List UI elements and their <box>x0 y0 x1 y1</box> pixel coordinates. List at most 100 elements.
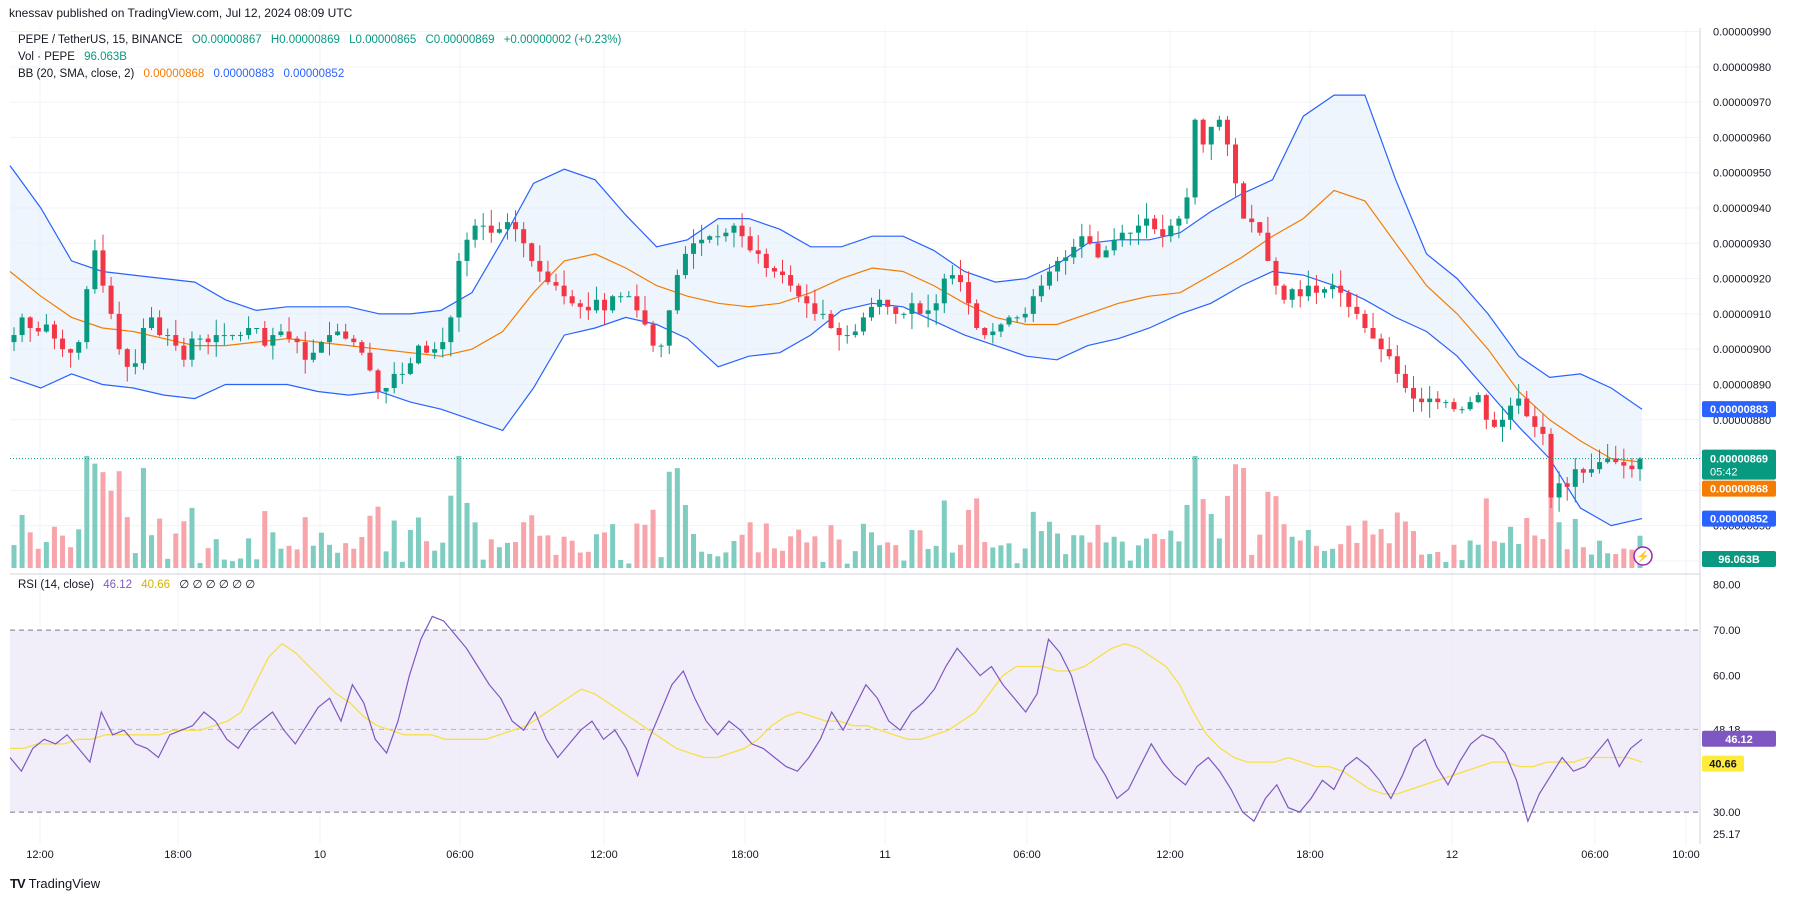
volume-bar <box>1087 542 1093 568</box>
candle-body <box>860 317 866 332</box>
candle-body <box>658 345 664 347</box>
volume-bar <box>270 532 276 568</box>
candle-body <box>496 229 502 233</box>
volume-bar <box>893 545 899 568</box>
rsi-axis-tick: 60.00 <box>1713 671 1741 683</box>
volume-bar <box>885 542 891 568</box>
symbol-legend[interactable]: PEPE / TetherUS, 15, BINANCE O0.00000867… <box>18 34 627 46</box>
candle-body <box>213 335 219 343</box>
time-axis-tick: 06:00 <box>1581 849 1609 861</box>
symbol-title[interactable]: PEPE / TetherUS, 15, BINANCE <box>18 34 183 46</box>
candle-body <box>1281 285 1287 300</box>
candle-body <box>1297 289 1303 297</box>
candle-body <box>343 331 349 339</box>
candle-body <box>262 328 268 346</box>
volume-bar <box>51 526 57 568</box>
candle-body <box>391 373 397 388</box>
candle-body <box>100 250 106 286</box>
volume-bar <box>189 507 195 568</box>
volume-bar <box>294 549 300 568</box>
candle-body <box>1548 433 1554 498</box>
candle-body <box>157 317 163 336</box>
volume-legend[interactable]: Vol · PEPE 96.063B <box>18 51 133 63</box>
volume-bar <box>415 517 421 568</box>
candle-body <box>1629 465 1635 470</box>
candle-body <box>771 268 777 272</box>
volume-bar <box>1556 522 1562 568</box>
volume-bar <box>966 509 972 568</box>
bollinger-band-lines <box>9 94 1643 527</box>
candle-body <box>351 338 357 343</box>
candle-body <box>132 363 138 367</box>
candle-body <box>432 349 438 353</box>
volume-bar <box>1605 553 1611 568</box>
candle-body <box>1451 402 1457 410</box>
time-axis-tick: 18:00 <box>1296 849 1324 861</box>
candle-body <box>1427 398 1433 403</box>
volume-bar <box>1330 548 1336 568</box>
volume-bar <box>925 548 931 568</box>
price-axis-tick: 0.00000910 <box>1713 309 1771 321</box>
price-axis-tick: 0.00000980 <box>1713 62 1771 74</box>
candle-body <box>561 285 567 297</box>
candle-body <box>949 275 955 279</box>
volume-bar <box>780 550 786 568</box>
tradingview-logo[interactable]: TV TradingView <box>10 876 100 891</box>
rsi-legend[interactable]: RSI (14, close) 46.12 40.66 ∅ ∅ ∅ ∅ ∅ ∅ <box>18 577 261 591</box>
candle-body <box>1394 356 1400 374</box>
volume-bar <box>343 543 349 568</box>
candle-body <box>407 363 413 374</box>
volume-bar <box>165 558 171 568</box>
volume-bar <box>1160 539 1166 568</box>
volume-bar <box>909 530 915 568</box>
candle-body <box>108 285 114 314</box>
volume-bar <box>1152 533 1158 568</box>
candle-body <box>844 335 850 337</box>
candle-body <box>19 317 25 336</box>
price-axis[interactable]: 0.00000990 0.00000980 0.00000970 0.00000960… <box>1713 27 1771 842</box>
candle-body <box>990 331 996 336</box>
volume-bar <box>1508 526 1514 568</box>
volume-bar <box>1491 541 1497 568</box>
volume-bar <box>43 542 49 568</box>
candle-body <box>780 271 786 276</box>
candle-body <box>1192 119 1198 198</box>
candle-body <box>593 299 599 311</box>
volume-bar <box>1475 544 1481 568</box>
price-axis-tick: 0.00000950 <box>1713 168 1771 180</box>
bb-legend[interactable]: BB (20, SMA, close, 2) 0.00000868 0.0000… <box>18 68 350 80</box>
volume-bar <box>1127 560 1133 568</box>
last-price-label: 0.00000869 <box>1710 454 1768 466</box>
volume-bar <box>796 529 802 568</box>
volume-bar <box>642 524 648 568</box>
candle-body <box>1322 289 1328 293</box>
volume-bar <box>666 471 672 568</box>
candle-body <box>359 342 365 353</box>
candle-body <box>189 338 195 360</box>
volume-bar <box>375 506 381 568</box>
volume-bar <box>836 539 842 568</box>
candle-body <box>1168 225 1174 237</box>
candle-body <box>998 324 1004 332</box>
volume-bar <box>739 534 745 568</box>
volume-bar <box>1346 525 1352 568</box>
candle-body <box>788 275 794 286</box>
candle-body <box>1613 458 1619 463</box>
volume-bar <box>1006 543 1012 568</box>
volume-bar <box>1289 536 1295 568</box>
volume-bar <box>1038 531 1044 568</box>
volume-bar <box>238 558 244 568</box>
candle-body <box>1071 246 1077 258</box>
volume-bar <box>1354 542 1360 568</box>
candle-body <box>448 317 454 343</box>
candle-body <box>1313 285 1319 293</box>
candle-body <box>165 335 171 337</box>
candle-body <box>933 303 939 311</box>
candle-body <box>1516 398 1522 406</box>
candle-body <box>1556 483 1562 498</box>
volume-bar <box>658 557 664 568</box>
time-axis[interactable]: 12:00 18:00 10 06:00 12:00 18:00 11 06:00 12:00 1… <box>26 849 1700 861</box>
candle-body <box>739 225 745 237</box>
candle-body <box>1055 260 1061 272</box>
